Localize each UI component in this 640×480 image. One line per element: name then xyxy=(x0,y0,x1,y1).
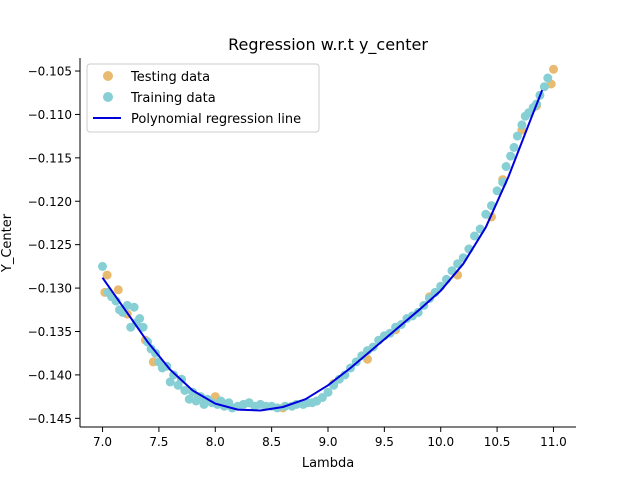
x-axis-label: Lambda xyxy=(302,456,354,471)
training-point xyxy=(470,231,479,241)
training-point xyxy=(129,302,139,312)
training-point xyxy=(481,209,491,219)
training-point xyxy=(492,186,502,196)
x-tick-label: 8.5 xyxy=(262,435,281,449)
training-point xyxy=(506,151,516,161)
plot-area xyxy=(98,64,558,413)
y-tick-label: −0.130 xyxy=(28,282,72,296)
training-point xyxy=(357,351,367,361)
training-point xyxy=(517,120,527,130)
chart-title: Regression w.r.t y_center xyxy=(228,35,428,55)
legend-marker-testing xyxy=(103,71,113,81)
y-ticks: −0.105 −0.110 −0.115 −0.120 −0.125 −0.130 −0.1… xyxy=(28,65,80,426)
y-tick-label: −0.145 xyxy=(28,412,72,426)
legend-marker-training xyxy=(103,92,113,102)
y-tick-label: −0.115 xyxy=(28,151,72,165)
training-point xyxy=(122,300,132,310)
y-tick-label: −0.140 xyxy=(28,368,72,382)
x-ticks: 7.0 7.5 8.0 8.5 9.0 9.5 10.0 10.5 11.0 xyxy=(93,427,567,449)
training-point xyxy=(169,370,179,380)
x-tick-label: 11.0 xyxy=(540,435,567,449)
training-point xyxy=(413,307,423,317)
training-point xyxy=(509,142,519,152)
y-tick-label: −0.135 xyxy=(28,325,72,339)
x-tick-label: 10.0 xyxy=(427,435,454,449)
training-point xyxy=(453,259,463,269)
training-point xyxy=(539,82,549,92)
training-point xyxy=(512,131,522,141)
testing-point xyxy=(549,64,558,74)
legend-label-line: Polynomial regression line xyxy=(131,112,301,127)
training-point xyxy=(340,370,350,380)
training-point xyxy=(138,322,148,332)
training-point xyxy=(543,73,553,83)
legend-box xyxy=(86,63,320,133)
legend-label-training: Training data xyxy=(130,91,216,106)
training-point xyxy=(425,294,434,303)
training-point xyxy=(501,162,511,171)
y-tick-label: −0.105 xyxy=(28,65,72,79)
training-point xyxy=(98,261,107,271)
x-tick-label: 9.0 xyxy=(318,435,337,449)
legend-label-testing: Testing data xyxy=(130,70,210,85)
legend: Testing data Training data Polynomial re… xyxy=(86,63,320,133)
x-tick-label: 10.5 xyxy=(484,435,511,449)
training-point xyxy=(184,394,194,404)
testing-point xyxy=(102,270,112,280)
y-tick-label: −0.110 xyxy=(28,108,72,122)
training-point xyxy=(368,342,378,352)
training-point xyxy=(188,387,198,397)
x-tick-label: 8.0 xyxy=(206,435,225,449)
y-axis-label: Y_Center xyxy=(0,213,15,273)
x-tick-label: 7.5 xyxy=(149,435,168,449)
x-tick-label: 7.0 xyxy=(93,435,112,449)
regression-line xyxy=(101,89,544,412)
y-tick-label: −0.120 xyxy=(28,195,72,209)
testing-point xyxy=(113,285,123,295)
training-point xyxy=(447,266,457,276)
training-point xyxy=(180,386,190,395)
training-point xyxy=(323,387,333,397)
training-point xyxy=(135,314,145,323)
x-tick-label: 9.5 xyxy=(375,435,394,449)
training-point xyxy=(165,377,175,387)
y-tick-label: −0.125 xyxy=(28,238,72,252)
